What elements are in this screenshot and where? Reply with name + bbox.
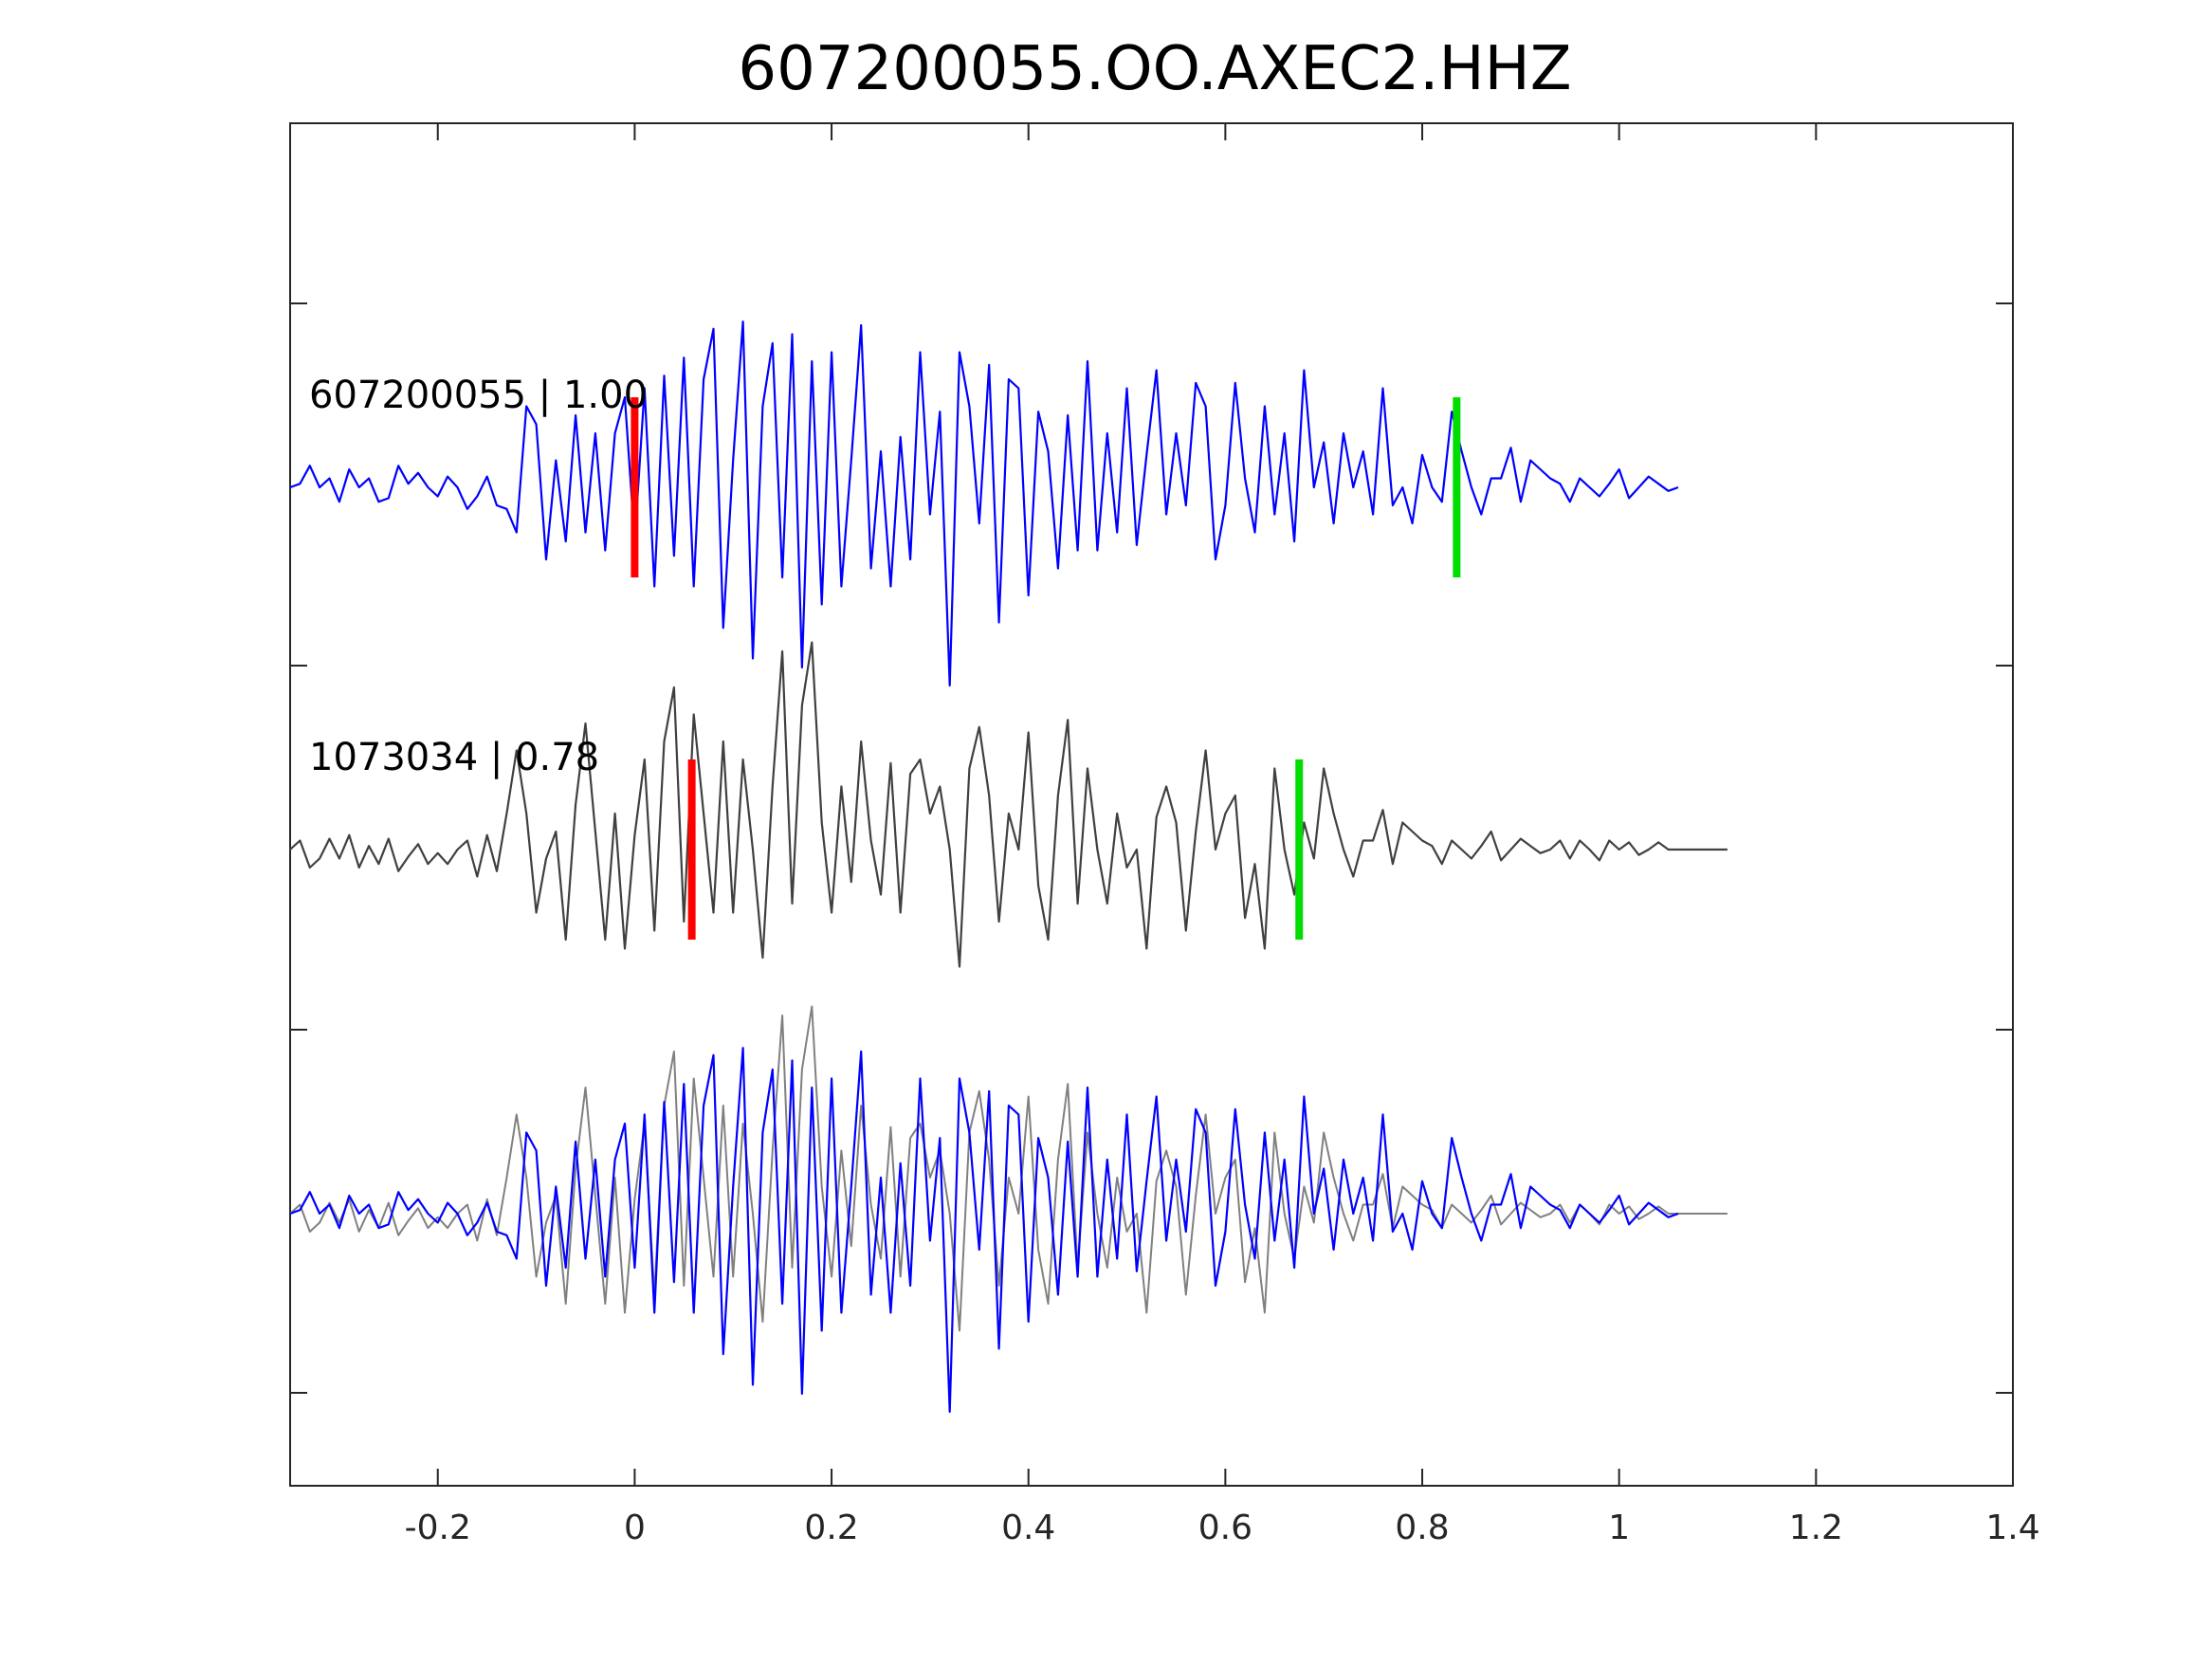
trace-1-label: 607200055 | 1.00 [309,374,648,417]
axis-ticks: -0.2 0 0.2 0.4 0.6 0.8 1 1.2 1.4 [290,123,2040,1547]
x-tick-label: 0.8 [1395,1509,1449,1547]
chart-title: 607200055.OO.AXEC2.HHZ [738,34,1571,104]
phase-picks [631,397,1461,940]
x-tick-label: -0.2 [405,1509,471,1547]
waveform-traces [289,320,1728,968]
x-tick-label: 1.2 [1789,1509,1843,1547]
x-tick-label: 0 [624,1509,646,1547]
x-tick-label: 0.6 [1198,1509,1252,1547]
overlay-traces [289,1005,1728,1414]
x-tick-label: 1 [1608,1509,1630,1547]
trace-2-waveform [289,641,1728,968]
overlay-trace-2-waveform [289,1005,1728,1332]
trace-labels: 607200055 | 1.00 1073034 | 0.78 [309,374,648,779]
plot-area [289,122,2014,1487]
trace-2-label: 1073034 | 0.78 [309,736,599,779]
trace-1-waveform [289,320,1679,687]
x-tick-label: 0.2 [804,1509,858,1547]
x-tick-label: 0.4 [1001,1509,1055,1547]
x-tick-label: 1.4 [1985,1509,2039,1547]
overlay-trace-1-waveform [289,1047,1679,1414]
